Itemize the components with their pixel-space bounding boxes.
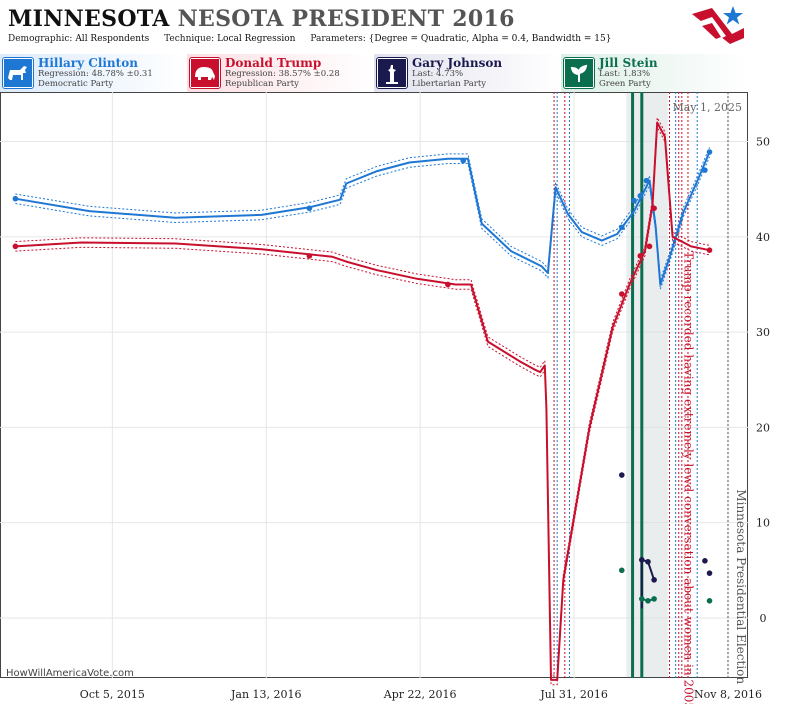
candidate-stat: Regression: 48.78% ±0.31 <box>38 69 153 79</box>
poll-point <box>618 472 625 478</box>
candidate-party: Green Party <box>599 79 651 89</box>
series-donald-trump <box>12 115 713 686</box>
plot-frame <box>0 92 748 678</box>
candidate-name: Hillary Clinton <box>38 56 138 70</box>
poll-point <box>651 596 657 602</box>
poll-point <box>460 157 467 164</box>
poll-point <box>12 195 19 202</box>
poll-point <box>637 193 644 199</box>
technique-value: Local Regression <box>217 34 296 44</box>
candidate-legend: Hillary Clinton Regression: 48.78% ±0.31… <box>0 54 748 92</box>
legend-item-clinton[interactable]: Hillary Clinton Regression: 48.78% ±0.31… <box>0 54 188 92</box>
series-gary-johnson <box>618 472 713 609</box>
title-rest: NESOTA PRESIDENT 2016 <box>177 6 515 32</box>
legend-item-johnson[interactable]: Gary Johnson Last: 4.73% Libertarian Par… <box>374 54 562 92</box>
technique-label: Technique: <box>164 34 215 44</box>
x-tick-label: Jan 13, 2016 <box>230 688 302 701</box>
poll-point <box>306 253 313 259</box>
y-tick-label: 20 <box>756 421 770 434</box>
poll-point <box>618 567 625 574</box>
candidate-stat: Last: 4.73% <box>412 69 464 79</box>
candidate-name: Jill Stein <box>599 56 658 70</box>
liberty-torch-icon <box>376 57 408 89</box>
x-tick-label: Oct 5, 2015 <box>80 688 145 701</box>
legend-item-trump[interactable]: Donald Trump Regression: 38.57% ±0.28 Re… <box>187 54 375 92</box>
parameters-value: {Degree = Quadratic, Alpha = 0.4, Bandwi… <box>368 34 612 44</box>
annotation-text: Minnesota Presidential Election <box>734 489 748 684</box>
poll-point <box>445 281 451 288</box>
poll-point <box>643 177 650 184</box>
poll-point <box>639 596 645 602</box>
poll-point <box>645 558 651 565</box>
poll-point <box>639 557 645 563</box>
candidate-stat: Regression: 38.57% ±0.28 <box>225 69 340 79</box>
candidate-stat: Last: 1.83% <box>599 69 651 79</box>
polling-chart: 0 10 20 30 40 50 Oct 5, 2015 Jan 13, 2016 Apr 22… <box>0 92 770 704</box>
y-tick-label: 40 <box>756 231 770 244</box>
candidate-party: Republican Party <box>225 79 299 89</box>
candidate-name: Gary Johnson <box>412 56 503 70</box>
donkey-icon <box>2 57 34 89</box>
poll-point <box>706 247 713 253</box>
legend-item-stein[interactable]: Jill Stein Last: 1.83% Green Party <box>561 54 748 92</box>
annotation-text: Trump recorded having extremely lewd con… <box>682 251 696 704</box>
poll-point <box>702 558 708 564</box>
y-tick-label: 30 <box>756 326 770 339</box>
poll-point <box>618 224 625 231</box>
leaf-icon <box>563 57 595 89</box>
elephant-icon <box>189 57 221 89</box>
poll-point <box>12 243 19 250</box>
date-label: May 1, 2025 <box>672 101 742 114</box>
x-tick-label: Jul 31, 2016 <box>539 688 608 701</box>
candidate-party: Democratic Party <box>38 79 114 89</box>
series-line <box>15 121 710 681</box>
series-line <box>15 151 711 286</box>
poll-point <box>651 205 657 212</box>
y-tick-label: 0 <box>760 612 767 625</box>
demographic-value: All Respondents <box>75 34 150 44</box>
y-tick-label: 50 <box>756 136 770 149</box>
poll-point <box>645 598 651 604</box>
poll-point <box>646 243 653 250</box>
candidate-name: Donald Trump <box>225 56 322 70</box>
poll-point <box>706 598 713 604</box>
page-title: MINNESOTA NESOTA PRESIDENT 2016 <box>8 6 515 32</box>
poll-point <box>702 167 708 173</box>
series-line <box>640 558 656 609</box>
site-credit: HowWillAmericaVote.com <box>6 668 134 679</box>
title-state: MINNESOTA <box>8 6 170 32</box>
y-tick-label: 10 <box>756 517 770 530</box>
poll-point <box>306 205 313 212</box>
poll-point <box>706 570 713 576</box>
x-tick-label: Nov 8, 2016 <box>694 688 762 701</box>
site-logo <box>692 6 744 44</box>
poll-point <box>631 197 637 204</box>
series-jill-stein <box>618 567 713 604</box>
candidate-party: Libertarian Party <box>412 79 487 89</box>
chart-parameters: Demographic: All Respondents Technique: … <box>8 34 611 44</box>
poll-point <box>706 149 713 155</box>
demographic-label: Demographic: <box>8 34 73 44</box>
series-hillary-clinton <box>12 147 713 290</box>
poll-point <box>618 291 625 297</box>
poll-point <box>651 577 657 583</box>
parameters-label: Parameters: <box>310 34 366 44</box>
poll-point <box>637 253 644 259</box>
x-tick-label: Apr 22, 2016 <box>383 688 457 701</box>
